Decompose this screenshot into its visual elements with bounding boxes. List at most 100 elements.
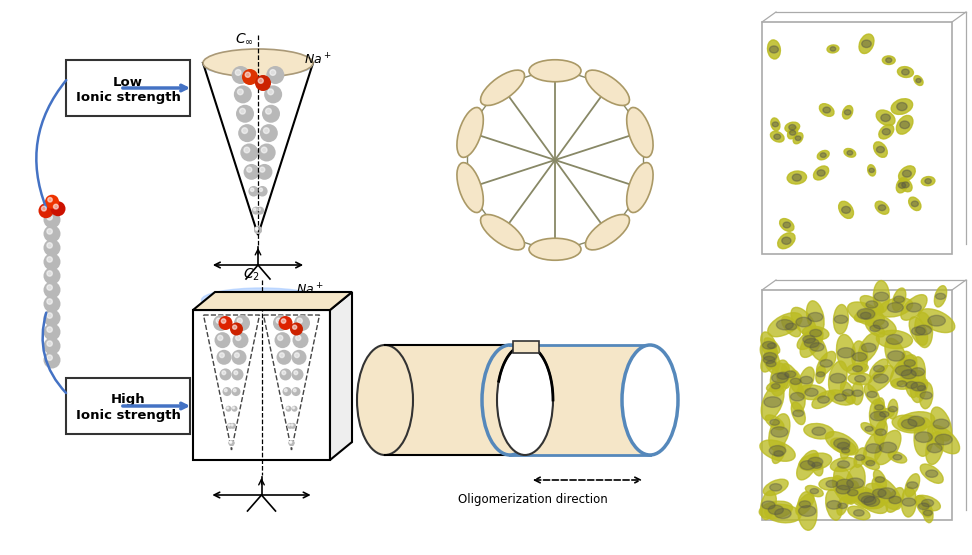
Ellipse shape [904, 360, 916, 366]
Ellipse shape [792, 174, 801, 181]
Ellipse shape [841, 442, 850, 460]
Ellipse shape [803, 326, 829, 340]
Ellipse shape [919, 309, 955, 332]
Ellipse shape [920, 382, 933, 408]
Circle shape [230, 322, 243, 336]
Ellipse shape [877, 147, 885, 153]
Ellipse shape [772, 373, 788, 383]
Ellipse shape [585, 70, 630, 105]
Ellipse shape [819, 104, 834, 117]
Circle shape [44, 310, 60, 326]
Ellipse shape [873, 489, 886, 497]
Ellipse shape [770, 360, 789, 396]
Ellipse shape [898, 183, 906, 188]
Circle shape [234, 353, 239, 357]
Ellipse shape [760, 440, 795, 461]
Ellipse shape [902, 351, 918, 375]
Ellipse shape [806, 486, 823, 497]
Ellipse shape [767, 381, 785, 391]
Ellipse shape [820, 360, 832, 367]
Ellipse shape [854, 448, 866, 467]
Circle shape [231, 424, 233, 426]
Ellipse shape [870, 399, 886, 433]
Circle shape [251, 188, 254, 191]
Ellipse shape [789, 130, 796, 135]
Circle shape [232, 407, 234, 409]
Ellipse shape [764, 354, 779, 374]
Circle shape [45, 195, 59, 209]
Circle shape [216, 318, 222, 324]
Ellipse shape [778, 372, 789, 379]
Circle shape [51, 201, 65, 216]
Ellipse shape [852, 390, 862, 396]
Circle shape [292, 350, 306, 365]
Ellipse shape [836, 486, 850, 494]
Ellipse shape [798, 367, 815, 393]
Circle shape [244, 147, 250, 153]
Ellipse shape [887, 351, 904, 361]
Circle shape [254, 226, 262, 234]
Circle shape [225, 389, 227, 392]
Circle shape [260, 124, 278, 142]
Ellipse shape [800, 376, 813, 384]
Ellipse shape [831, 438, 856, 454]
Ellipse shape [791, 402, 805, 425]
Ellipse shape [797, 329, 821, 350]
Ellipse shape [846, 465, 865, 502]
Ellipse shape [906, 381, 918, 388]
Ellipse shape [622, 345, 678, 455]
Ellipse shape [817, 170, 825, 176]
Ellipse shape [919, 503, 929, 509]
Circle shape [229, 441, 231, 443]
Circle shape [290, 423, 296, 429]
Ellipse shape [763, 356, 775, 364]
Ellipse shape [812, 462, 821, 468]
Circle shape [233, 389, 236, 392]
Ellipse shape [862, 40, 871, 48]
Ellipse shape [761, 332, 777, 359]
Ellipse shape [480, 70, 525, 105]
Ellipse shape [914, 75, 923, 85]
Ellipse shape [805, 388, 818, 396]
Ellipse shape [918, 386, 926, 391]
Circle shape [284, 389, 287, 392]
Ellipse shape [876, 110, 895, 125]
Ellipse shape [864, 497, 880, 506]
Ellipse shape [789, 124, 796, 130]
Ellipse shape [848, 302, 885, 326]
Circle shape [294, 371, 297, 375]
Circle shape [267, 89, 273, 95]
Circle shape [237, 89, 243, 95]
Ellipse shape [874, 398, 885, 417]
Ellipse shape [774, 134, 781, 139]
Circle shape [44, 211, 60, 228]
Ellipse shape [828, 361, 848, 396]
Ellipse shape [769, 446, 785, 456]
Ellipse shape [870, 411, 885, 421]
Ellipse shape [820, 153, 826, 158]
Ellipse shape [769, 414, 790, 450]
Circle shape [260, 167, 264, 172]
Circle shape [242, 69, 258, 85]
Ellipse shape [768, 505, 783, 514]
Circle shape [222, 319, 226, 323]
Ellipse shape [787, 127, 798, 139]
Ellipse shape [923, 510, 932, 516]
Ellipse shape [770, 420, 780, 425]
Ellipse shape [759, 501, 792, 518]
Ellipse shape [901, 370, 917, 379]
Ellipse shape [807, 333, 827, 361]
Ellipse shape [925, 179, 931, 184]
Circle shape [279, 316, 293, 330]
Ellipse shape [497, 345, 553, 455]
Circle shape [258, 144, 276, 162]
Circle shape [47, 341, 52, 346]
Ellipse shape [789, 370, 802, 392]
Circle shape [257, 186, 267, 196]
Ellipse shape [875, 430, 901, 465]
Circle shape [262, 105, 280, 123]
Ellipse shape [763, 479, 788, 496]
Circle shape [217, 350, 231, 365]
Ellipse shape [799, 501, 811, 508]
Ellipse shape [866, 461, 875, 466]
